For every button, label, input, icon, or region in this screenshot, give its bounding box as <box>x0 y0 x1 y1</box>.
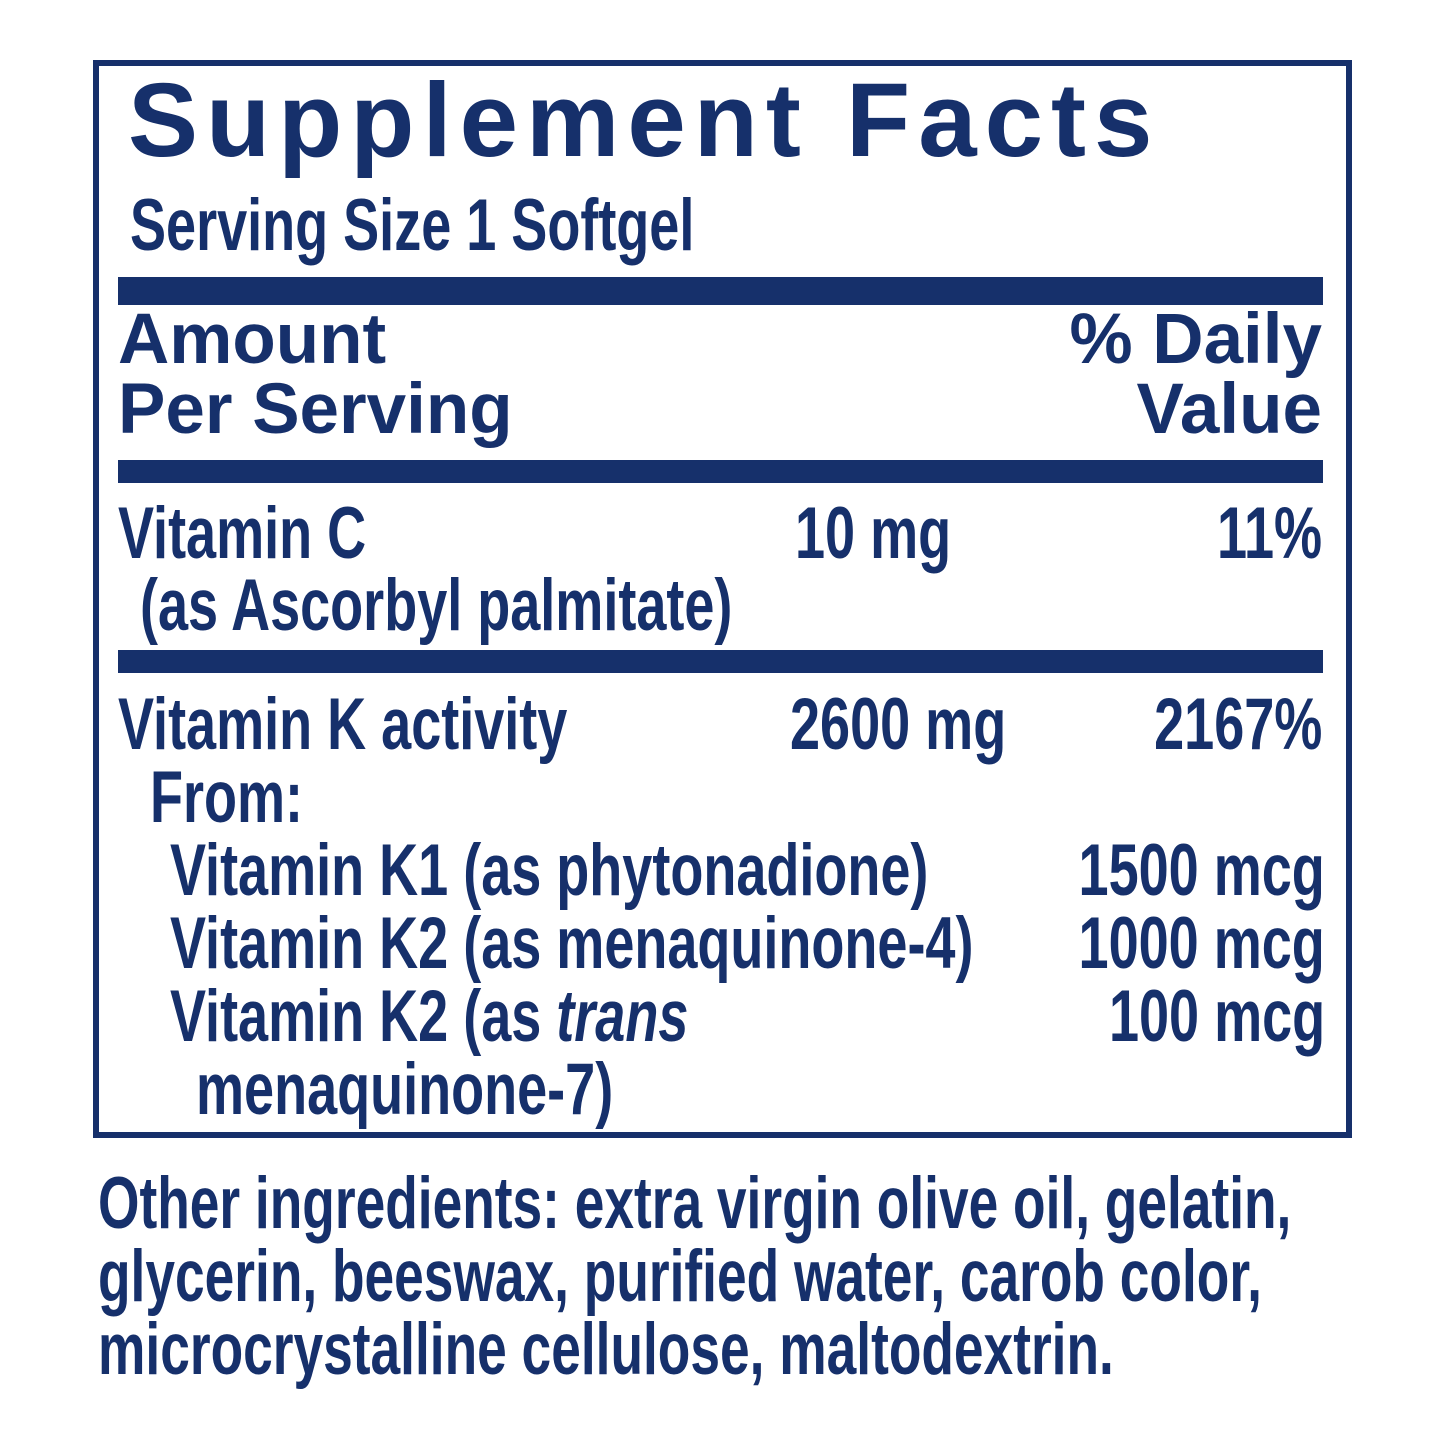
row-vitamin-k-name: Vitamin K activity <box>118 684 568 765</box>
source-k2-mk4-amount: 1000 mcg <box>1078 903 1325 984</box>
vitamin-k-from-label: From: <box>150 757 304 838</box>
source-k2-mk7-name-prefix: Vitamin K2 (as <box>170 976 557 1057</box>
other-ingredients-line: Other ingredients: extra virgin olive oi… <box>98 1163 1292 1244</box>
row-vitamin-c-amount: 10 mg <box>795 493 952 574</box>
source-k1-amount: 1500 mcg <box>1078 830 1325 911</box>
divider-bar-header <box>118 460 1323 483</box>
row-vitamin-k-amount: 2600 mg <box>790 684 1007 765</box>
serving-size: Serving Size 1 Softgel <box>130 185 695 266</box>
other-ingredients: Other ingredients: extra virgin olive oi… <box>98 1167 1291 1386</box>
source-k1-name: Vitamin K1 (as phytonadione) <box>170 830 929 911</box>
source-k2-mk7-name-italic: trans <box>556 976 689 1057</box>
row-vitamin-k-daily-value: 2167% <box>1153 684 1322 765</box>
panel-title: Supplement Facts <box>128 62 1161 179</box>
col-header-amount-line1: Amount <box>118 300 387 379</box>
row-vitamin-c-detail: (as Ascorbyl palmitate) <box>140 565 733 646</box>
other-ingredients-line: microcrystalline cellulose, maltodextrin… <box>98 1309 1114 1390</box>
col-header-dv-line2: Value <box>1136 370 1322 449</box>
source-k2-mk7-name: Vitamin K2 (as trans <box>170 980 688 1053</box>
divider-bar-vitamin-c <box>118 650 1323 673</box>
facts-panel-border <box>93 60 1352 1138</box>
row-vitamin-c-name: Vitamin C <box>118 493 367 574</box>
row-vitamin-c-daily-value: 11% <box>1216 493 1322 574</box>
divider-bar-top <box>118 277 1323 305</box>
source-k2-mk7-amount: 100 mcg <box>1108 976 1325 1057</box>
col-header-dv-line1: % Daily <box>1069 300 1322 379</box>
other-ingredients-line: glycerin, beeswax, purified water, carob… <box>98 1236 1262 1317</box>
source-k2-mk4-name: Vitamin K2 (as menaquinone-4) <box>170 903 974 984</box>
col-header-amount-line2: Per Serving <box>118 370 513 449</box>
source-k2-mk7-name-line2: menaquinone-7) <box>196 1049 614 1130</box>
